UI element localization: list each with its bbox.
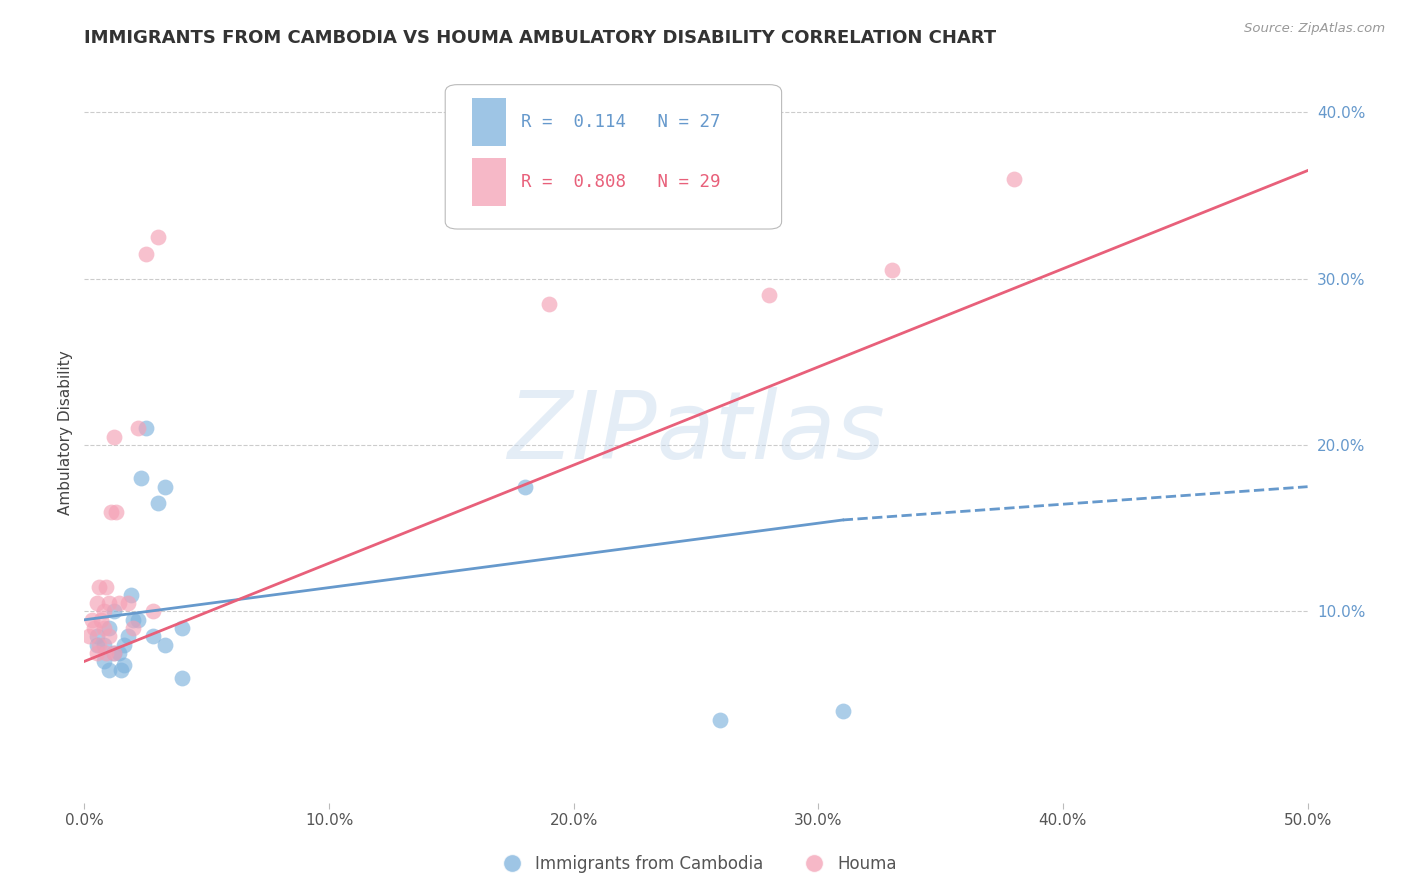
- Point: [87, 638, 110, 652]
- FancyBboxPatch shape: [446, 85, 782, 229]
- Point: [831, 704, 853, 718]
- Point: [122, 621, 145, 635]
- Point: [97, 596, 120, 610]
- Point: [90, 613, 112, 627]
- FancyBboxPatch shape: [472, 158, 506, 206]
- Point: [105, 505, 128, 519]
- Point: [538, 296, 561, 310]
- Text: R =  0.114   N = 27: R = 0.114 N = 27: [522, 113, 720, 131]
- Point: [127, 613, 149, 627]
- Point: [93, 638, 115, 652]
- Point: [93, 605, 115, 619]
- Point: [107, 596, 129, 610]
- Point: [103, 646, 125, 660]
- Point: [146, 230, 169, 244]
- Point: [758, 288, 780, 302]
- Point: [93, 654, 115, 668]
- Point: [135, 421, 157, 435]
- Point: [127, 421, 149, 435]
- Y-axis label: Ambulatory Disability: Ambulatory Disability: [58, 351, 73, 515]
- Text: Source: ZipAtlas.com: Source: ZipAtlas.com: [1244, 22, 1385, 36]
- Point: [112, 638, 135, 652]
- Point: [122, 613, 145, 627]
- Point: [513, 480, 536, 494]
- Point: [96, 646, 118, 660]
- Point: [96, 580, 118, 594]
- Point: [142, 605, 165, 619]
- Point: [103, 646, 125, 660]
- Point: [880, 263, 903, 277]
- Point: [93, 621, 115, 635]
- Point: [120, 588, 142, 602]
- Text: ZIPatlas: ZIPatlas: [508, 387, 884, 478]
- Point: [110, 663, 132, 677]
- Point: [107, 646, 129, 660]
- Point: [153, 638, 176, 652]
- Point: [86, 596, 108, 610]
- Point: [117, 629, 139, 643]
- Point: [117, 596, 139, 610]
- Point: [83, 621, 105, 635]
- FancyBboxPatch shape: [472, 98, 506, 146]
- Text: IMMIGRANTS FROM CAMBODIA VS HOUMA AMBULATORY DISABILITY CORRELATION CHART: IMMIGRANTS FROM CAMBODIA VS HOUMA AMBULA…: [84, 29, 997, 47]
- Point: [103, 430, 125, 444]
- Point: [709, 713, 731, 727]
- Point: [135, 246, 157, 260]
- Point: [86, 638, 108, 652]
- Point: [172, 671, 194, 685]
- Point: [1002, 172, 1025, 186]
- Point: [103, 605, 125, 619]
- Legend: Immigrants from Cambodia, Houma: Immigrants from Cambodia, Houma: [489, 848, 903, 880]
- Text: R =  0.808   N = 29: R = 0.808 N = 29: [522, 173, 720, 191]
- Point: [142, 629, 165, 643]
- Point: [97, 629, 120, 643]
- Point: [97, 663, 120, 677]
- Point: [146, 496, 169, 510]
- Point: [129, 471, 152, 485]
- Point: [153, 480, 176, 494]
- Point: [172, 621, 194, 635]
- Point: [100, 505, 122, 519]
- Point: [86, 629, 108, 643]
- Point: [80, 613, 103, 627]
- Point: [112, 657, 135, 672]
- Point: [97, 621, 120, 635]
- Point: [86, 646, 108, 660]
- Point: [77, 629, 100, 643]
- Point: [87, 580, 110, 594]
